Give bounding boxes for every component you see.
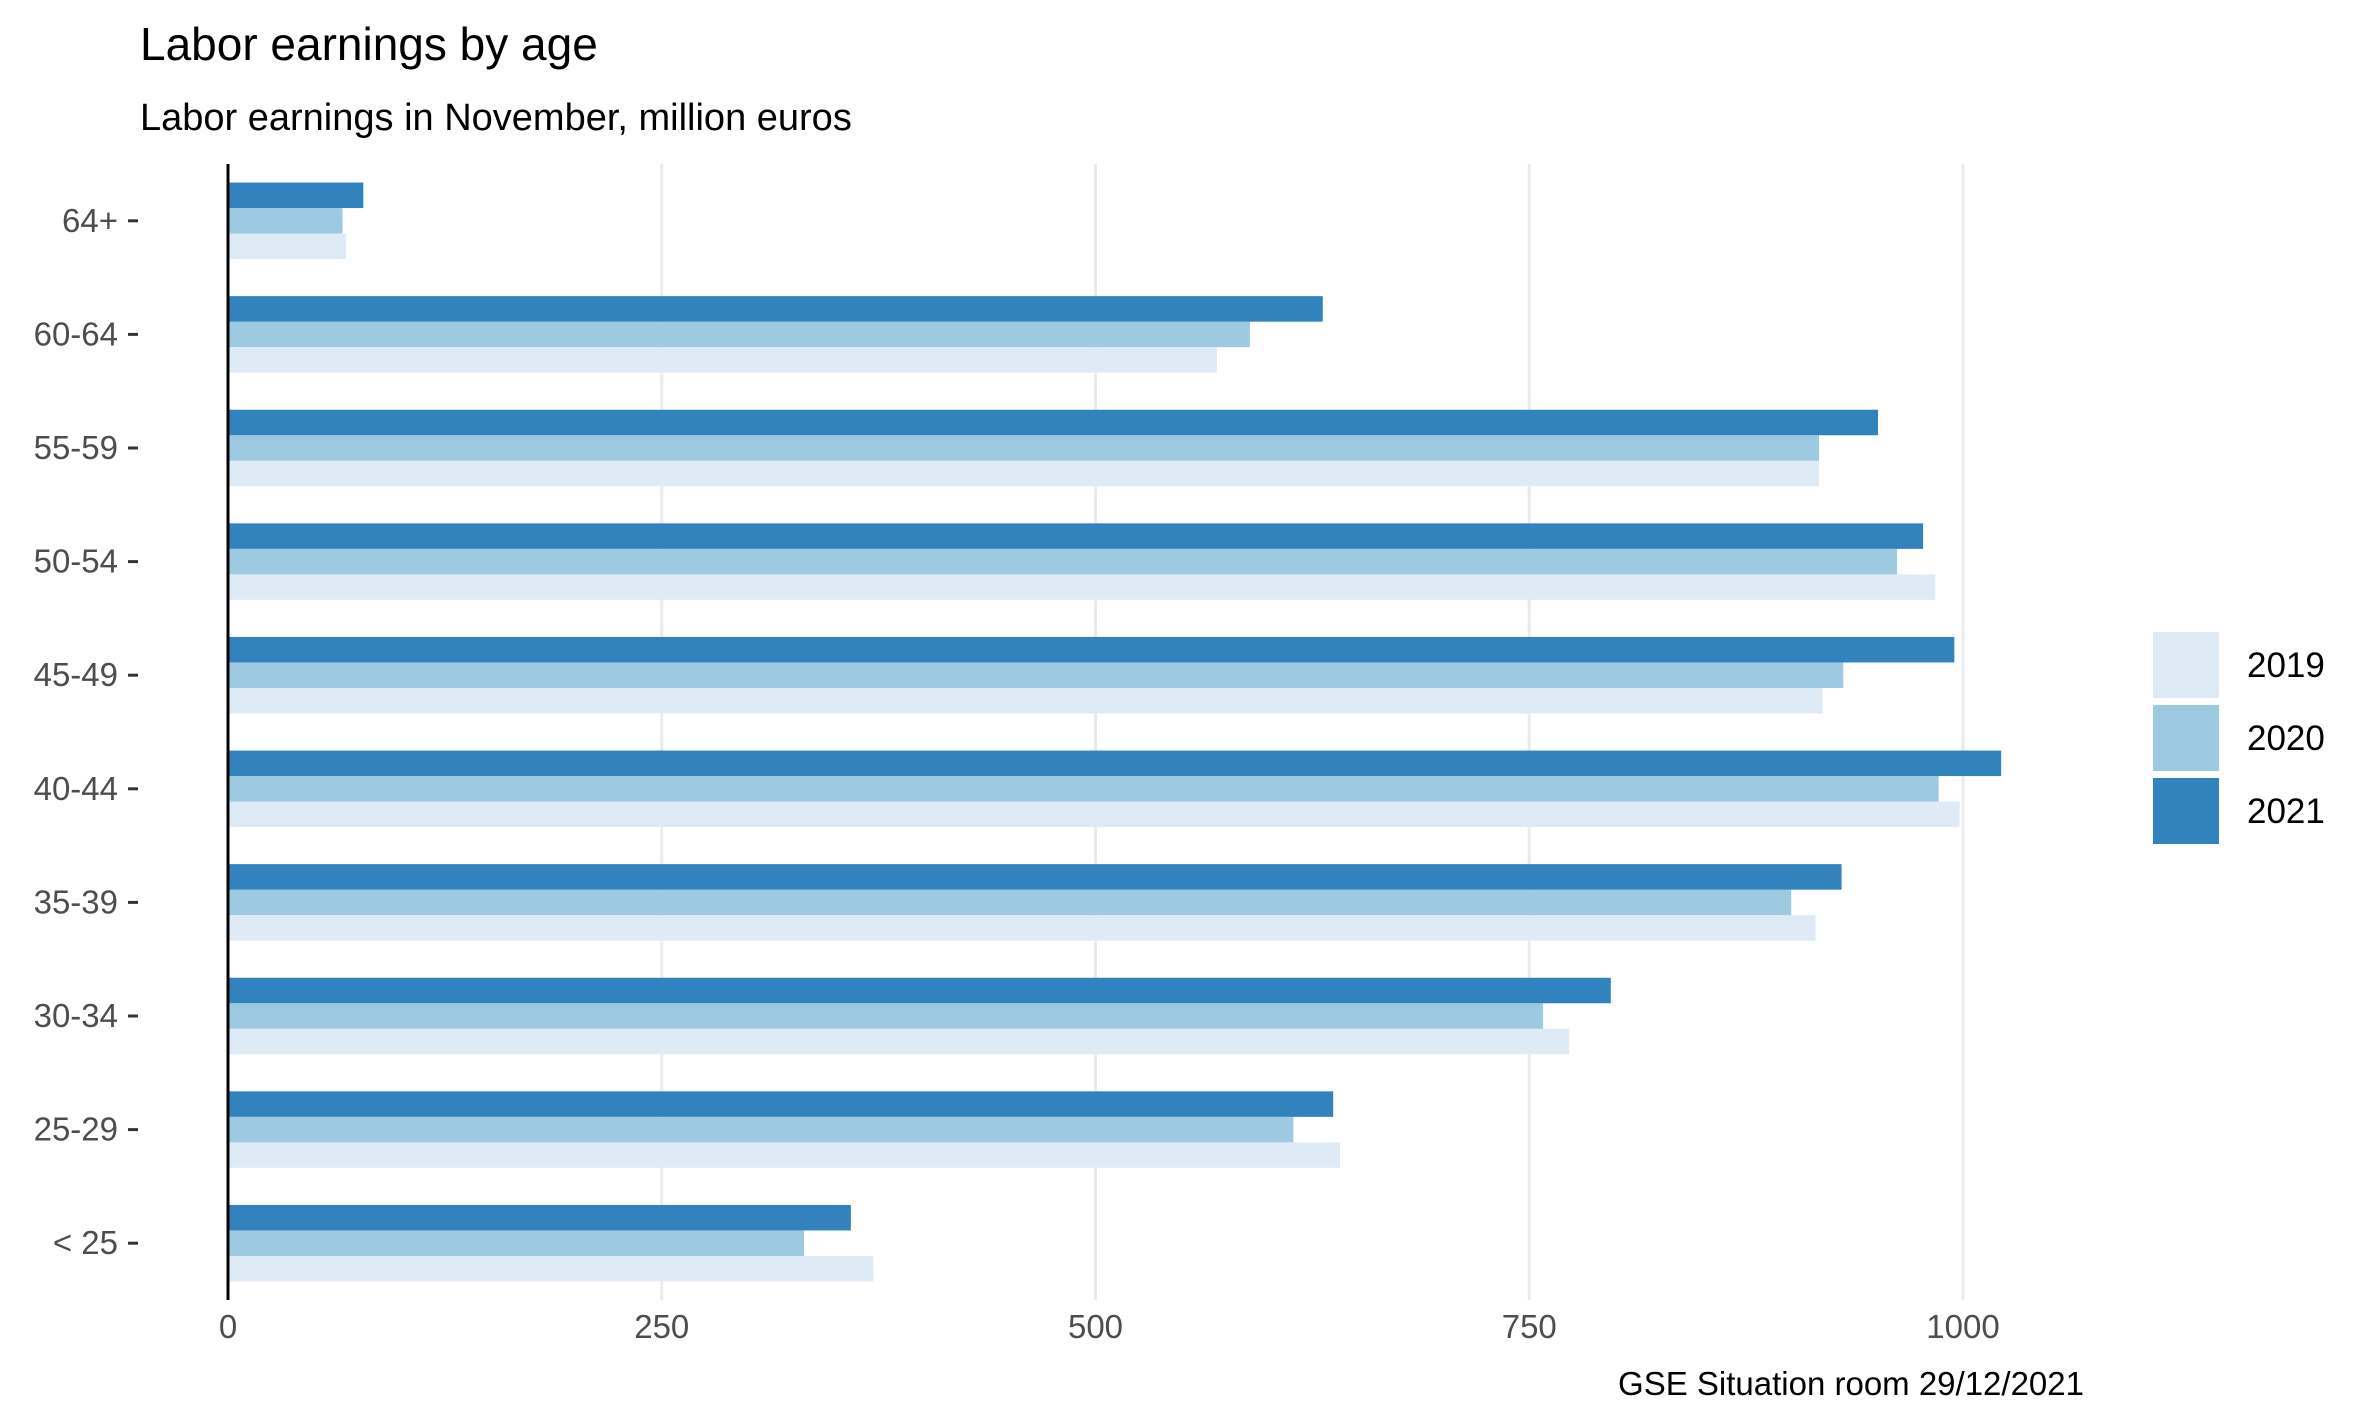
x-tick-label: 0 [219, 1308, 237, 1345]
y-tick-label: 55-59 [34, 429, 118, 466]
bar-2019-1 [228, 1142, 1341, 1168]
x-tick-label: 250 [634, 1308, 689, 1345]
bar-2019-6 [228, 574, 1936, 600]
bar-2021-2 [228, 977, 1611, 1004]
bar-2020-1 [228, 1116, 1294, 1143]
bar-2020-7 [228, 435, 1819, 461]
bar-2021-8 [228, 296, 1323, 322]
x-axis-ticks: 0 250 500 750 1000 [219, 1308, 2000, 1345]
bar-2020-4 [228, 776, 1939, 802]
x-tick-label: 1000 [1926, 1308, 1999, 1345]
bar-2021-3 [228, 864, 1842, 890]
bar-2020-6 [228, 548, 1898, 575]
y-tick-label: < 25 [53, 1224, 118, 1261]
bar-2021-1 [228, 1091, 1334, 1117]
legend-swatch-2019 [2153, 632, 2219, 698]
y-axis-ticks: < 25 25-29 30-34 35-39 40-44 45-49 50-54 55-59 6… [34, 202, 138, 1261]
bar-2020-8 [228, 321, 1250, 348]
legend: 2019 2020 2021 [2153, 632, 2325, 844]
y-tick-label: 25-29 [34, 1111, 118, 1148]
bar-2020-5 [228, 662, 1844, 688]
y-tick-label: 40-44 [34, 770, 118, 807]
bar-2021-9 [228, 182, 364, 209]
chart-caption: GSE Situation room 29/12/2021 [1618, 1365, 2084, 1402]
bars [228, 182, 2002, 1282]
legend-swatch-2021 [2153, 778, 2219, 844]
y-tick-label: 64+ [62, 202, 118, 239]
legend-label: 2021 [2247, 792, 2325, 831]
chart-subtitle: Labor earnings in November, million euro… [140, 97, 852, 139]
bar-2021-6 [228, 523, 1924, 549]
y-tick-label: 50-54 [34, 543, 118, 580]
bar-2019-2 [228, 1028, 1570, 1055]
bar-2021-4 [228, 750, 2002, 777]
bar-2020-2 [228, 1003, 1544, 1029]
bar-2021-0 [228, 1204, 851, 1231]
chart-title: Labor earnings by age [140, 18, 598, 70]
bar-2019-8 [228, 347, 1217, 373]
legend-label: 2020 [2247, 719, 2325, 758]
y-tick-label: 45-49 [34, 656, 118, 693]
y-tick-label: 30-34 [34, 997, 118, 1034]
bar-2019-0 [228, 1255, 874, 1282]
bar-2021-7 [228, 409, 1878, 436]
bar-2020-0 [228, 1230, 805, 1256]
x-tick-label: 500 [1068, 1308, 1123, 1345]
legend-label: 2019 [2247, 646, 2325, 685]
y-tick-label: 60-64 [34, 315, 118, 352]
y-tick-label: 35-39 [34, 883, 118, 920]
bar-2019-9 [228, 233, 346, 260]
bar-2019-3 [228, 915, 1816, 941]
bar-2020-9 [228, 208, 343, 234]
bar-2021-5 [228, 636, 1955, 663]
bar-2019-4 [228, 801, 1960, 828]
bar-2019-7 [228, 460, 1819, 487]
bar-2019-5 [228, 687, 1823, 714]
x-tick-label: 750 [1502, 1308, 1557, 1345]
bar-2020-3 [228, 889, 1792, 916]
legend-swatch-2020 [2153, 705, 2219, 771]
